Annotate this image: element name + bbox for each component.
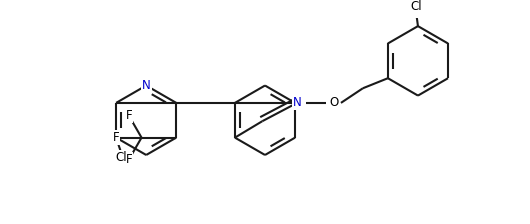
Text: Cl: Cl <box>410 0 422 13</box>
Text: F: F <box>126 153 132 166</box>
Text: Cl: Cl <box>115 151 127 164</box>
Text: N: N <box>293 96 302 109</box>
Text: N: N <box>142 79 151 92</box>
Text: F: F <box>113 131 119 144</box>
Text: O: O <box>329 96 338 109</box>
Text: F: F <box>126 109 132 122</box>
